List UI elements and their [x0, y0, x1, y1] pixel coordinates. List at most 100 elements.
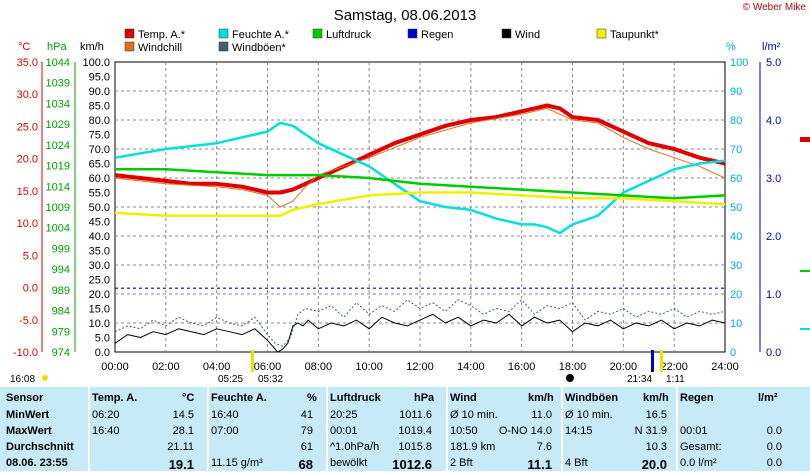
legend-swatch: [218, 41, 229, 52]
table-cell-value: 28.1: [172, 425, 194, 437]
temp-tick-label: -10.0: [13, 347, 38, 359]
legend-label: Feuchte A.*: [232, 29, 290, 41]
table-cell-sub: 06:20: [92, 409, 120, 421]
table-cell-sub: 10:50: [450, 425, 478, 437]
right-edge-red-mark: [800, 137, 810, 142]
rain-unit-label: l/m²: [762, 41, 781, 53]
rain-tick-label: 3.0: [766, 173, 781, 185]
sunrise-label: 05:25: [218, 374, 243, 385]
wind-tick-label: 65.0: [89, 159, 110, 171]
table-cell-value: 61: [300, 441, 313, 453]
series-line: [114, 103, 726, 195]
wind-tick-label: 60.0: [89, 173, 110, 185]
pressure-tick-label: 1014: [46, 181, 70, 193]
temp-tick-label: 30.0: [17, 89, 38, 101]
table-cell-sub: 16:40: [92, 425, 120, 437]
table-cell-value: 1015.8: [398, 441, 432, 453]
table-cell-value: 1012.6: [392, 457, 432, 472]
percent-tick-label: 60: [730, 173, 742, 185]
chart-grid: [114, 61, 726, 353]
series-line: [114, 191, 726, 217]
table-cell-value: N 31.9: [634, 425, 667, 437]
rain-tick-label: 5.0: [766, 57, 781, 69]
wind-tick-label: 45.0: [89, 217, 110, 229]
table-cell-sub: Ø 10 min.: [450, 409, 498, 421]
wind-tick-label: 25.0: [89, 275, 110, 287]
temp-tick-label: -5.0: [19, 315, 38, 327]
x-tick-label: 04:00: [203, 361, 231, 373]
pressure-tick-label: 1039: [46, 78, 70, 90]
sunrise-marker: [251, 350, 254, 372]
moon-icon: [566, 374, 574, 382]
table-cell-value: 68: [298, 457, 313, 472]
table-column-separator: [326, 387, 328, 471]
wind-tick-label: 90.0: [89, 86, 110, 98]
wind-tick-label: 75.0: [89, 130, 110, 142]
percent-tick-label: 0: [730, 347, 736, 359]
x-tick-label: 18:00: [559, 361, 587, 373]
wind-tick-label: 0.0: [95, 347, 110, 359]
pressure-unit-label: hPa: [47, 41, 67, 53]
legend-swatch: [124, 28, 135, 39]
table-header: Luftdruck: [330, 392, 381, 404]
series-line: [115, 168, 726, 200]
x-tick-label: 08:00: [305, 361, 333, 373]
wind-unit-label: km/h: [80, 41, 104, 53]
wind-tick-label: 70.0: [89, 144, 110, 156]
pressure-tick-label: 1029: [46, 119, 70, 131]
pressure-tick-label: 1019: [46, 161, 70, 173]
temp-tick-label: 15.0: [17, 186, 38, 198]
x-tick-label: 02:00: [152, 361, 180, 373]
x-tick-label: 00:00: [101, 361, 129, 373]
percent-tick-label: 30: [730, 260, 742, 272]
wind-tick-label: 35.0: [89, 246, 110, 258]
wind-tick-label: 40.0: [89, 231, 110, 243]
legend-label: Windchill: [138, 42, 182, 54]
wind-tick-label: 5.0: [95, 333, 110, 345]
table-cell-value: 1011.6: [399, 409, 432, 421]
legend-label: Luftdruck: [326, 29, 372, 41]
right-edge-green-mark: [800, 270, 810, 272]
legend-swatch: [596, 28, 607, 39]
table-cell-sub: bewölkt: [330, 457, 368, 469]
table-row-label: MinWert: [6, 409, 50, 421]
x-tick-label: 20:00: [610, 361, 638, 373]
table-header: Temp. A.: [92, 392, 138, 404]
x-tick-label: 14:00: [457, 361, 485, 373]
chart-lines: [114, 103, 726, 353]
sun-icon: [42, 375, 48, 381]
table-cell-sub: 4 Bft: [565, 457, 588, 469]
table-column-separator: [561, 387, 563, 471]
wind-tick-label: 55.0: [89, 188, 110, 200]
percent-tick-label: 40: [730, 231, 742, 243]
table-cell-sub: 14:15: [565, 425, 593, 437]
table-cell-value: 0.0: [766, 441, 782, 453]
table-cell-sub: Gesamt:: [680, 441, 722, 453]
table-header-unit: l/m²: [758, 392, 778, 404]
chart-axes: 35.0 30.0 25.0 20.0 15.0 10.0 5.0 0.0 -5.0 -10.0 1…: [13, 41, 781, 373]
pressure-tick-label: 1009: [46, 202, 70, 214]
table-cell-value: 7.6: [536, 441, 552, 453]
wind-tick-label: 50.0: [89, 202, 110, 214]
x-tick-label: 16:00: [508, 361, 536, 373]
table-row-label: 08.06. 23:55: [6, 457, 68, 469]
pressure-tick-label: 984: [52, 306, 70, 318]
moonset-marker: [660, 350, 663, 372]
table-cell-sub: 11.15 g/m³: [211, 457, 263, 469]
table-cell-sub: 07:00: [211, 425, 239, 437]
pressure-tick-label: 989: [52, 285, 70, 297]
percent-tick-label: 90: [730, 86, 742, 98]
pressure-tick-label: 979: [52, 326, 70, 338]
table-cell-value: 20.0: [641, 457, 667, 472]
table-cell-value: 10.3: [645, 441, 667, 453]
wind-tick-label: 10.0: [89, 318, 110, 330]
wind-tick-label: 15.0: [89, 304, 110, 316]
sunset-label: 21:34: [627, 374, 652, 385]
table-cell-sub: 0.0 l/m²: [680, 457, 717, 469]
table-row-label: MaxWert: [6, 425, 52, 437]
x-tick-label: 10:00: [355, 361, 383, 373]
temp-tick-label: 5.0: [23, 250, 38, 262]
x-tick-label: 22:00: [660, 361, 688, 373]
weather-chart: 35.030.025.020.015.010.05.00.0-5.0-10.01…: [10, 7, 810, 385]
rain-tick-label: 1.0: [766, 289, 781, 301]
